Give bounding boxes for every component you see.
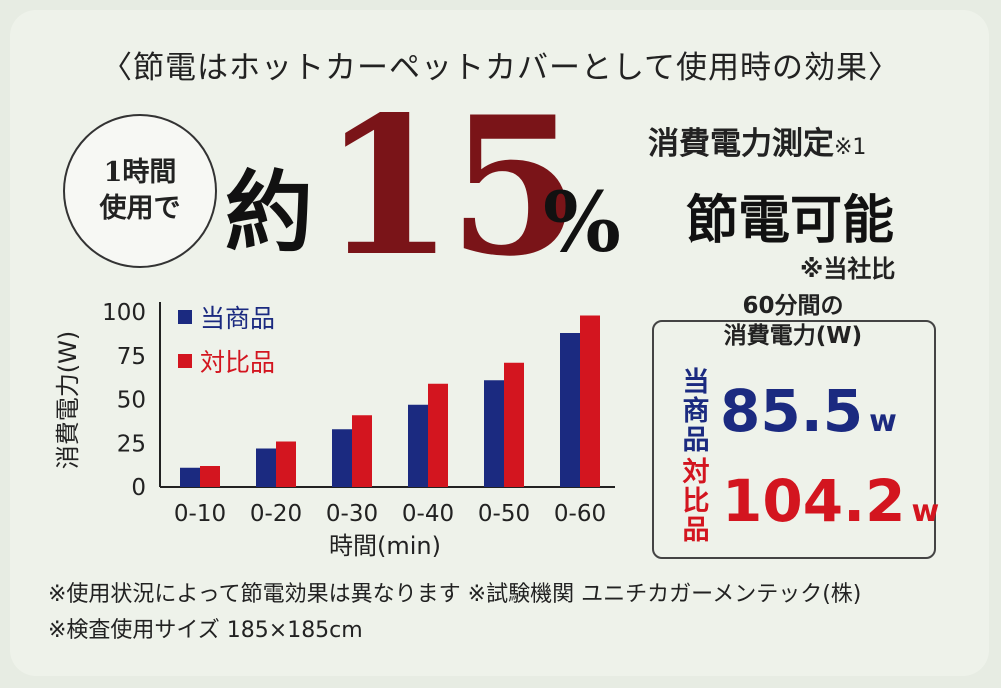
legend-label: 当商品 [200,304,275,333]
savings-label: 節電可能 [686,190,895,251]
vertical-char: 比 [682,486,710,517]
legend-swatch [178,310,192,324]
bar-product-0-30 [332,429,352,487]
summary-title-line2: 消費電力(W) [715,323,871,349]
product-value: 85.5 w [720,382,897,440]
bar-product-0-40 [408,404,428,487]
badge-line1: 1時間 [103,157,177,188]
y-tick-label: 100 [102,300,146,326]
product-value-number: 85.5 [720,377,864,445]
product-vertical-label: 当商品 [679,368,713,455]
x-axis-title: 時間(min) [329,532,441,560]
bar-compare-0-60 [580,315,600,487]
summary-box [652,320,936,559]
bar-compare-0-30 [352,415,372,487]
x-tick-label: 0-60 [554,501,606,527]
vertical-char: 品 [682,425,710,456]
legend-label: 対比品 [200,348,275,377]
measurement-text: 消費電力測定 [648,126,834,162]
measurement-label: 消費電力測定※1 [648,118,866,163]
bar-product-0-60 [560,333,580,487]
vertical-char: 品 [682,515,710,546]
approx-prefix: 約 [225,160,314,264]
x-tick-label: 0-10 [174,501,226,527]
compare-vertical-label: 対比品 [679,458,713,545]
y-axis-title: 消費電力(W) [54,331,82,469]
footnote-line1: ※使用状況によって節電効果は異なります ※試験機関 ユニチカガーメンテック(株) [48,582,862,607]
measurement-note: ※1 [834,135,867,160]
y-tick-label: 50 [117,388,146,414]
vertical-char: 対 [682,457,710,488]
vertical-char: 当 [682,367,710,398]
bar-compare-0-40 [428,383,448,487]
savings-percent-number: 15 [322,75,580,298]
compare-value-number: 104.2 [722,467,906,535]
bar-compare-0-20 [276,441,296,487]
y-tick-label: 75 [117,344,146,370]
bar-product-0-20 [256,448,276,487]
bar-compare-0-50 [504,362,524,487]
compare-value: 104.2 w [722,472,939,530]
headline: 〈節電はホットカーペットカバーとして使用時の効果〉 [100,50,901,86]
x-tick-label: 0-50 [478,501,530,527]
x-tick-label: 0-20 [250,501,302,527]
y-tick-label: 25 [117,431,146,457]
comparison-note: ※当社比 [800,255,896,283]
bar-product-0-10 [180,467,200,487]
y-tick-label: 0 [131,475,146,501]
legend-swatch [178,354,192,368]
footnote-line2: ※検査使用サイズ 185×185cm [48,618,363,643]
product-value-unit: w [869,404,897,439]
summary-title-line1: 60分間の [742,293,844,319]
bar-product-0-50 [484,380,504,487]
vertical-char: 商 [682,396,710,427]
x-tick-label: 0-30 [326,501,378,527]
compare-value-unit: w [911,494,940,529]
summary-box-title: 60分間の 消費電力(W) [655,291,931,351]
x-tick-label: 0-40 [402,501,454,527]
duration-badge: 1時間 使用で [63,114,217,268]
badge-line2: 使用で [99,193,181,224]
percent-sign: % [543,175,621,271]
bar-compare-0-10 [200,466,220,487]
